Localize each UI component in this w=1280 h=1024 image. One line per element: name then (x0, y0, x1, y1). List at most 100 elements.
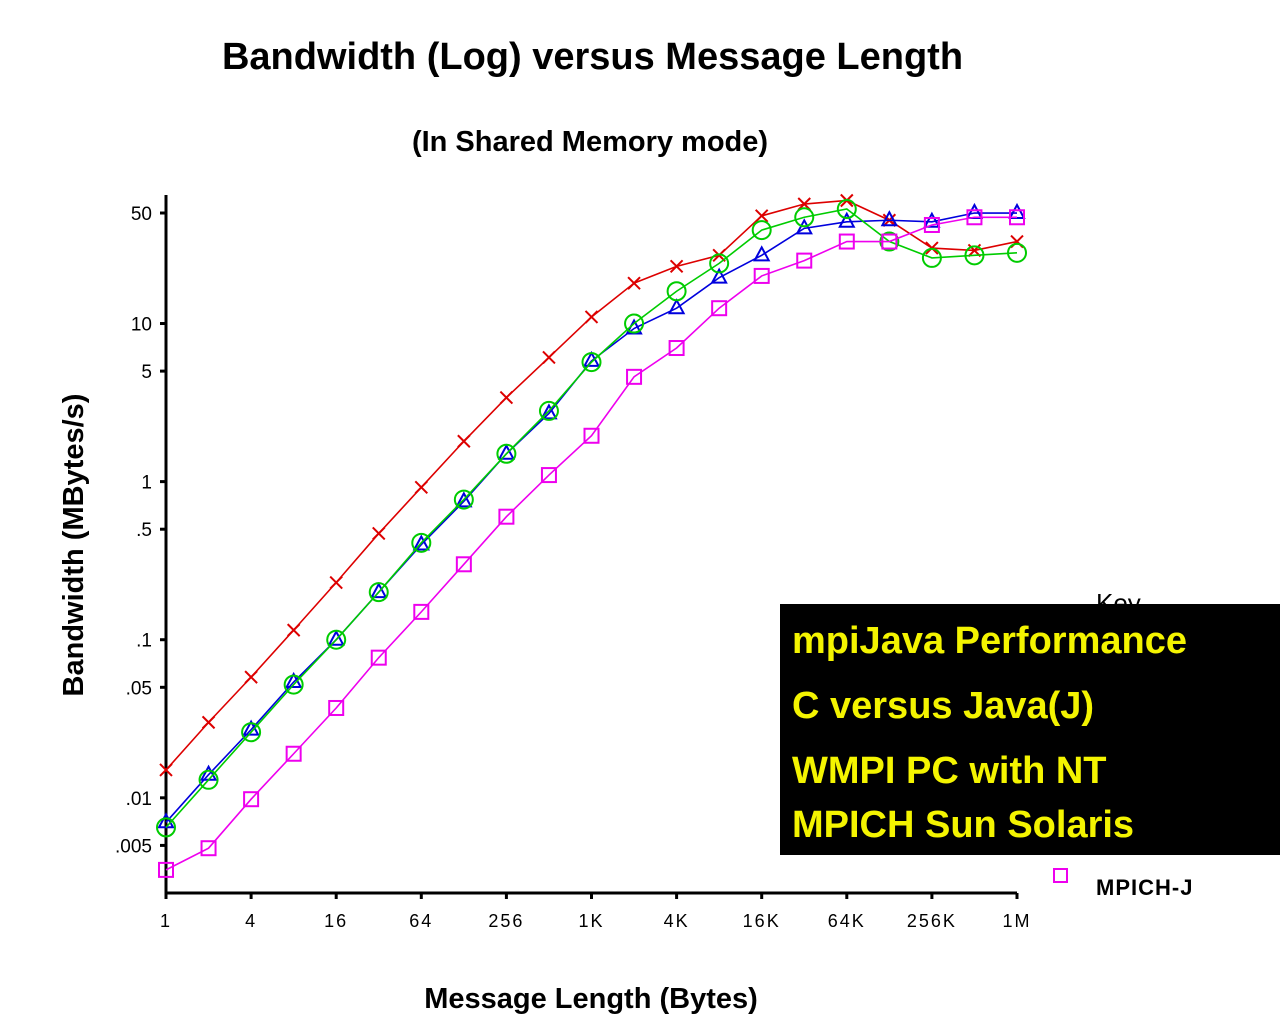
data-point-triangle (923, 211, 941, 228)
data-point-triangle (838, 211, 856, 228)
data-point-square (668, 340, 685, 357)
data-point-square (966, 209, 983, 226)
data-point-square (753, 267, 770, 284)
data-point-triangle (965, 202, 984, 220)
info-overlay: mpiJava Performance C versus Java(J) WMP… (780, 604, 1280, 855)
data-point-circle (453, 489, 474, 510)
x-tick-label: 1 (160, 911, 172, 931)
data-point-circle (241, 722, 262, 743)
data-point-circle (794, 207, 815, 228)
y-tick-label: .05 (126, 678, 152, 699)
data-point-triangle (710, 267, 728, 284)
data-point-square (498, 508, 515, 525)
data-point-square (796, 252, 813, 269)
data-point-x (414, 480, 429, 495)
data-point-circle (496, 443, 517, 464)
x-tick-label: 256K (907, 911, 957, 931)
x-axis-title: Message Length (Bytes) (424, 983, 758, 1015)
data-point-square (881, 233, 898, 250)
data-point-circle (326, 629, 347, 650)
overlay-line-2: C versus Java(J) (792, 685, 1095, 727)
x-tick-label: 4 (245, 911, 257, 931)
overlay-line-3: WMPI PC with NT (792, 750, 1107, 792)
data-point-x (329, 575, 343, 590)
y-axis-title: Bandwidth (MBytes/s) (58, 394, 90, 697)
data-point-square (923, 216, 940, 233)
data-point-circle (198, 769, 219, 790)
overlay-line-1: mpiJava Performance (792, 620, 1187, 662)
data-point-circle (666, 281, 687, 302)
data-point-x (584, 310, 599, 324)
chart-title: Bandwidth (Log) versus Message Length (221, 36, 964, 78)
x-tick-label: 16 (324, 911, 348, 931)
x-tick-label: 64 (409, 911, 433, 931)
data-point-square (328, 699, 345, 716)
y-tick-label: .1 (136, 631, 152, 652)
data-point-x (627, 276, 641, 290)
y-tick-label: 50 (131, 204, 152, 225)
data-point-triangle (497, 443, 516, 460)
data-point-x (669, 259, 684, 274)
overlay-line-4: MPICH Sun Solaris (792, 804, 1135, 846)
data-point-square (285, 745, 302, 762)
data-point-triangle (753, 245, 771, 262)
data-point-circle (624, 313, 645, 334)
data-point-triangle (667, 298, 686, 315)
data-point-circle (411, 532, 432, 553)
x-tick-label: 4K (664, 911, 690, 931)
data-point-square (243, 791, 260, 808)
x-tick-label: 1K (578, 911, 604, 931)
legend-marker-square (1053, 868, 1068, 883)
x-tick-label: 256 (488, 911, 524, 931)
y-tick-label: 10 (131, 315, 152, 336)
data-point-x (286, 623, 301, 637)
data-point-circle (1007, 242, 1027, 263)
data-point-x (797, 197, 811, 211)
data-point-x (499, 390, 514, 405)
data-point-x (244, 670, 258, 684)
y-tick-label: 1 (141, 473, 152, 494)
legend-entry-mpich-j: MPICH-J (1096, 875, 1193, 900)
data-point-square (583, 427, 600, 444)
data-point-circle (921, 247, 942, 268)
data-point-square (626, 368, 643, 385)
data-point-x (159, 763, 173, 777)
series-line-square (165, 216, 1017, 871)
series-line-triangle (165, 212, 1017, 823)
data-point-triangle (455, 491, 473, 508)
x-tick-label: 64K (828, 911, 866, 931)
data-point-square (455, 556, 472, 573)
data-point-triangle (327, 629, 345, 646)
data-point-square (158, 861, 174, 878)
data-point-triangle (795, 218, 813, 235)
data-point-circle (709, 253, 730, 274)
data-point-circle (964, 245, 985, 266)
data-point-square (540, 467, 557, 484)
data-point-square (370, 649, 387, 666)
data-point-circle (368, 582, 389, 603)
data-point-x (372, 526, 386, 541)
data-point-triangle (880, 210, 899, 227)
data-point-triangle (370, 582, 388, 599)
data-point-square (711, 300, 728, 317)
data-point-circle (836, 199, 857, 220)
data-point-square (838, 233, 855, 250)
data-point-square (413, 603, 430, 620)
x-tick-label: 16K (743, 911, 781, 931)
data-point-triangle (412, 534, 430, 551)
y-tick-label: 5 (141, 362, 152, 383)
data-point-circle (156, 817, 176, 838)
data-point-circle (283, 674, 304, 695)
data-point-square (1009, 209, 1025, 226)
data-point-x (201, 715, 216, 730)
x-tick-label: 1M (1002, 911, 1031, 931)
data-point-triangle (540, 403, 558, 420)
data-point-x (542, 350, 556, 365)
data-point-square (200, 840, 217, 857)
data-point-circle (581, 352, 602, 373)
data-point-x (457, 434, 471, 448)
y-tick-label: .005 (115, 836, 152, 857)
series-line-circle (165, 208, 1018, 828)
data-point-x (754, 209, 769, 223)
